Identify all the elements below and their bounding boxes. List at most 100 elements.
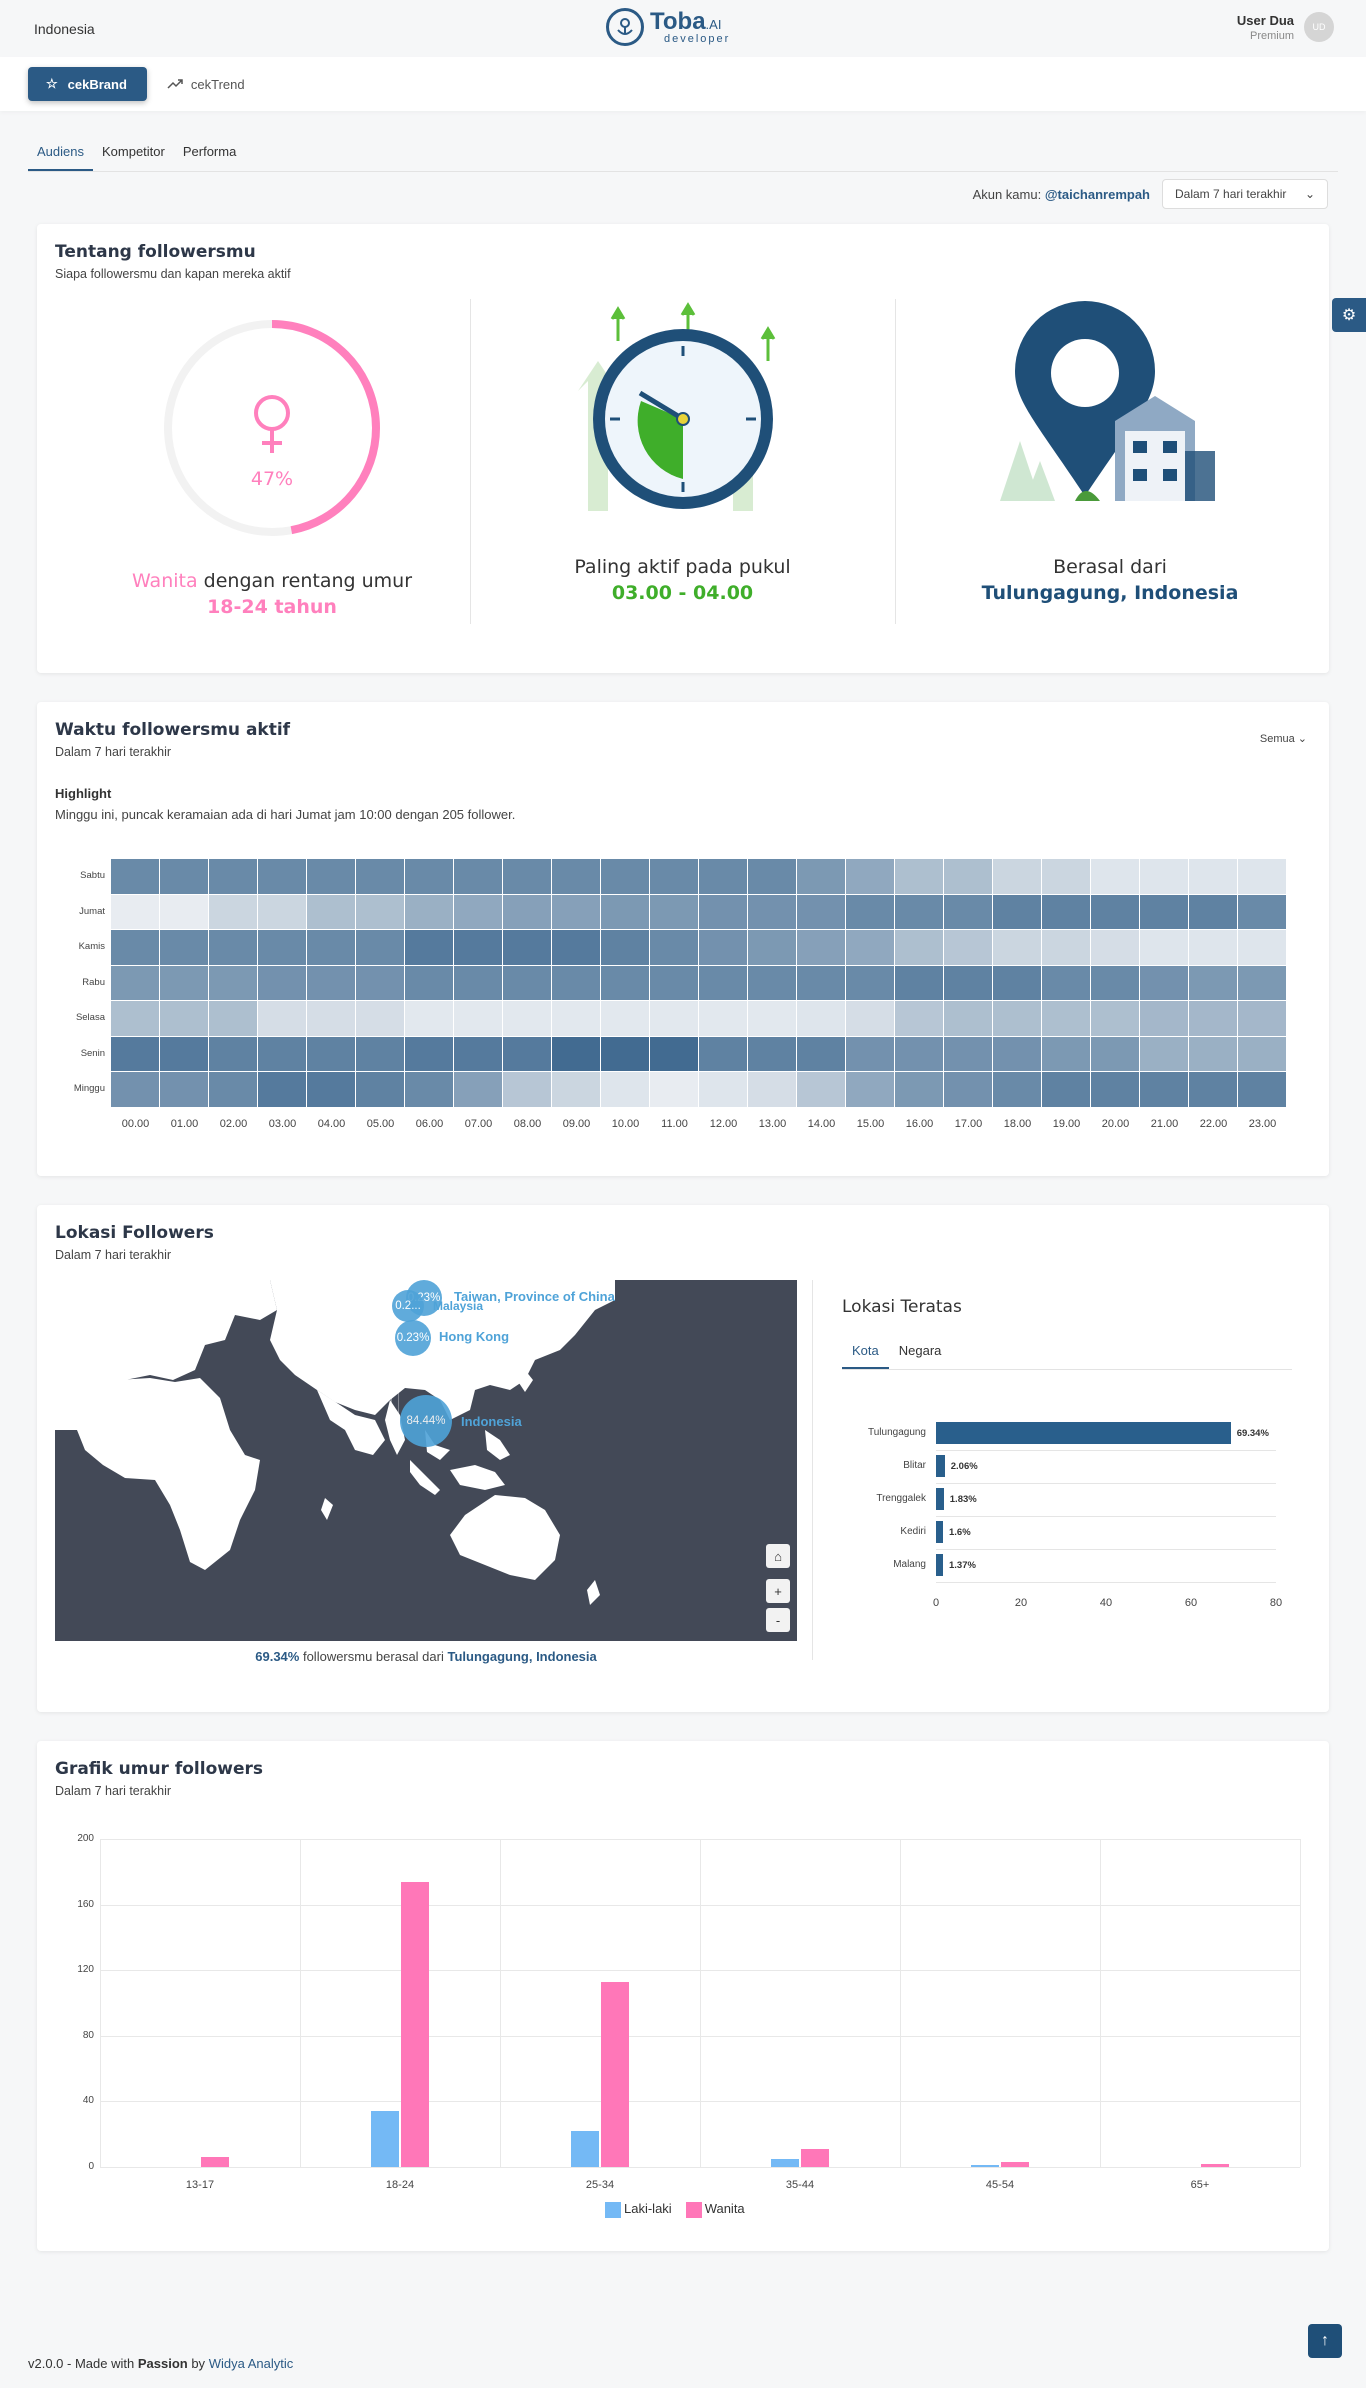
heatmap-cell[interactable] <box>797 965 845 1000</box>
heatmap-cell[interactable] <box>405 1072 453 1107</box>
heatmap-cell[interactable] <box>650 894 698 929</box>
heatmap-cell[interactable] <box>503 930 551 965</box>
heatmap-cell[interactable] <box>1189 1036 1237 1071</box>
legend-wanita[interactable]: Wanita <box>685 2201 745 2218</box>
tab-negara[interactable]: Negara <box>898 1343 942 1358</box>
language-selector[interactable]: Indonesia <box>34 20 95 37</box>
world-map[interactable]: 84.44% Indonesia 0.23% Taiwan, Province … <box>55 1280 797 1641</box>
heatmap-cell[interactable] <box>307 1001 355 1036</box>
heatmap-cell[interactable] <box>356 859 404 894</box>
heatmap-cell[interactable] <box>1189 894 1237 929</box>
heatmap-cell[interactable] <box>209 1072 257 1107</box>
period-select[interactable]: Dalam 7 hari terakhir ⌄ <box>1162 179 1328 209</box>
heatmap-cell[interactable] <box>356 1036 404 1071</box>
heatmap-cell[interactable] <box>160 1072 208 1107</box>
heatmap-cell[interactable] <box>1140 930 1188 965</box>
heatmap-cell[interactable] <box>503 859 551 894</box>
heatmap-cell[interactable] <box>552 1072 600 1107</box>
heatmap-cell[interactable] <box>1091 1036 1139 1071</box>
map-zoom-out-button[interactable]: - <box>766 1608 790 1632</box>
hbar-bar[interactable] <box>936 1455 945 1477</box>
heatmap-cell[interactable] <box>895 1001 943 1036</box>
heatmap-cell[interactable] <box>1238 1072 1286 1107</box>
heatmap-cell[interactable] <box>797 1001 845 1036</box>
user-menu[interactable]: User Dua Premium UD <box>1237 12 1334 42</box>
heatmap-cell[interactable] <box>1140 965 1188 1000</box>
heatmap-cell[interactable] <box>111 894 159 929</box>
heatmap-cell[interactable] <box>1189 1072 1237 1107</box>
heatmap-cell[interactable] <box>650 965 698 1000</box>
legend-laki-laki[interactable]: Laki-laki <box>605 2201 672 2218</box>
heatmap-cell[interactable] <box>356 965 404 1000</box>
heatmap-cell[interactable] <box>1042 894 1090 929</box>
heatmap-cell[interactable] <box>307 930 355 965</box>
heatmap-cell[interactable] <box>748 965 796 1000</box>
hbar-bar[interactable] <box>936 1488 944 1510</box>
heatmap-cell[interactable] <box>1238 930 1286 965</box>
age-bar-wanita[interactable] <box>401 1881 429 2167</box>
hbar-bar[interactable] <box>936 1422 1231 1444</box>
heatmap-cell[interactable] <box>1091 965 1139 1000</box>
heatmap-cell[interactable] <box>307 965 355 1000</box>
heatmap-cell[interactable] <box>160 859 208 894</box>
heatmap-cell[interactable] <box>601 894 649 929</box>
heatmap-cell[interactable] <box>552 965 600 1000</box>
heatmap-cell[interactable] <box>1140 894 1188 929</box>
heatmap-cell[interactable] <box>356 930 404 965</box>
heatmap-cell[interactable] <box>1140 1036 1188 1071</box>
heatmap-cell[interactable] <box>1238 1036 1286 1071</box>
heatmap-cell[interactable] <box>258 965 306 1000</box>
age-bar-wanita[interactable] <box>801 2148 829 2167</box>
heatmap-cell[interactable] <box>454 859 502 894</box>
heatmap-cell[interactable] <box>258 1036 306 1071</box>
heatmap-cell[interactable] <box>160 894 208 929</box>
age-bar-wanita[interactable] <box>201 2157 229 2167</box>
heatmap-cell[interactable] <box>111 1001 159 1036</box>
heatmap-cell[interactable] <box>699 930 747 965</box>
heatmap-cell[interactable] <box>699 1072 747 1107</box>
hbar-bar[interactable] <box>936 1554 943 1576</box>
heatmap-cell[interactable] <box>993 1001 1041 1036</box>
heatmap-cell[interactable] <box>1189 859 1237 894</box>
heatmap-cell[interactable] <box>454 965 502 1000</box>
heatmap-cell[interactable] <box>944 930 992 965</box>
heatmap-cell[interactable] <box>209 1036 257 1071</box>
heatmap-cell[interactable] <box>895 859 943 894</box>
activity-filter[interactable]: Semua ⌄ <box>1260 732 1307 745</box>
tab-audiens[interactable]: Audiens <box>28 140 93 171</box>
heatmap-cell[interactable] <box>405 1001 453 1036</box>
heatmap-cell[interactable] <box>552 1001 600 1036</box>
heatmap-cell[interactable] <box>258 930 306 965</box>
map-bubble-indonesia[interactable]: 84.44% <box>400 1395 452 1447</box>
heatmap-cell[interactable] <box>111 859 159 894</box>
heatmap-cell[interactable] <box>1189 1001 1237 1036</box>
heatmap-cell[interactable] <box>699 965 747 1000</box>
heatmap-cell[interactable] <box>258 859 306 894</box>
heatmap-cell[interactable] <box>405 859 453 894</box>
heatmap-cell[interactable] <box>552 1036 600 1071</box>
heatmap-cell[interactable] <box>209 930 257 965</box>
age-bar-laki-laki[interactable] <box>771 2158 799 2167</box>
hbar-bar[interactable] <box>936 1521 943 1543</box>
cekbrand-button[interactable]: ☆ cekBrand <box>28 67 147 101</box>
heatmap-cell[interactable] <box>1140 1072 1188 1107</box>
heatmap-cell[interactable] <box>1140 859 1188 894</box>
map-bubble-malaysia[interactable]: 0.2... <box>392 1290 424 1322</box>
heatmap-cell[interactable] <box>895 965 943 1000</box>
heatmap-cell[interactable] <box>650 859 698 894</box>
heatmap-cell[interactable] <box>993 965 1041 1000</box>
age-bar-wanita[interactable] <box>1001 2162 1029 2167</box>
heatmap-cell[interactable] <box>650 1001 698 1036</box>
heatmap-cell[interactable] <box>1140 1001 1188 1036</box>
heatmap-cell[interactable] <box>846 894 894 929</box>
heatmap-cell[interactable] <box>307 859 355 894</box>
heatmap-cell[interactable] <box>503 965 551 1000</box>
heatmap-cell[interactable] <box>1042 1072 1090 1107</box>
heatmap-cell[interactable] <box>454 1072 502 1107</box>
heatmap-cell[interactable] <box>209 894 257 929</box>
heatmap-cell[interactable] <box>944 965 992 1000</box>
age-bar-wanita[interactable] <box>601 1981 629 2167</box>
tab-kompetitor[interactable]: Kompetitor <box>101 144 165 159</box>
heatmap-cell[interactable] <box>748 1036 796 1071</box>
heatmap-cell[interactable] <box>454 1036 502 1071</box>
